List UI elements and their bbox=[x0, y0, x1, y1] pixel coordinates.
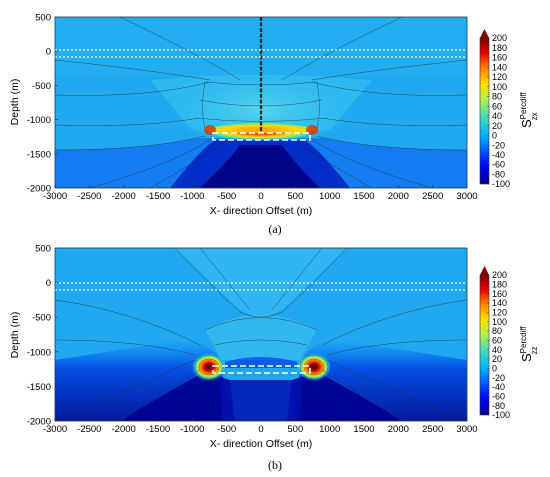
heatmap-a bbox=[55, 17, 467, 188]
y-tick-label-a: -1000 bbox=[27, 115, 51, 126]
panel-label-b: (b) bbox=[268, 458, 282, 472]
y-tick-label-a: 0 bbox=[46, 47, 51, 58]
colorbar-a bbox=[479, 37, 490, 185]
colorbar-tick-label-b: -40 bbox=[492, 382, 505, 392]
colorbar-a-ticks: 200180160140120100806040200-20-40-60-80-… bbox=[487, 33, 510, 189]
colorbar-tick-label-b: 200 bbox=[492, 270, 507, 280]
x-tick-label-b: -1000 bbox=[180, 424, 204, 435]
colorbar-tick-label-b: 20 bbox=[492, 354, 502, 364]
colorbar-tick-label-b: -20 bbox=[492, 373, 505, 383]
x-tick-label-a: -1500 bbox=[146, 191, 170, 202]
colorbar-tick-label-b: 0 bbox=[492, 364, 497, 374]
x-tick-label-a: -500 bbox=[217, 191, 236, 202]
colorbar-tick-label-b: 80 bbox=[492, 326, 502, 336]
colorbar-tick-label-a: -20 bbox=[492, 140, 505, 150]
x-tick-label-a: 2500 bbox=[422, 191, 443, 202]
y-tick-label-a: 500 bbox=[35, 13, 51, 24]
colorbar-b-ticks: 200180160140120100806040200-20-40-60-80-… bbox=[487, 270, 510, 420]
x-tick-label-b: 1000 bbox=[319, 424, 340, 435]
y-tick-label-b: -2000 bbox=[27, 417, 51, 428]
panel-a: -3000 -2500 -2000 -1500 -1000 -500 0 500 1000 150… bbox=[9, 13, 539, 237]
x-tick-label-b: 3000 bbox=[456, 424, 477, 435]
x-tick-label-a: 1000 bbox=[319, 191, 340, 202]
x-tick-label-b: -500 bbox=[217, 424, 236, 435]
y-tick-label-b: 500 bbox=[35, 244, 51, 255]
y-tick-label-a: -1500 bbox=[27, 149, 51, 160]
y-axis-label-b: Depth (m) bbox=[9, 312, 21, 359]
colorbar-tick-label-a: 40 bbox=[492, 111, 502, 121]
colorbar-tick-label-a: 140 bbox=[492, 62, 507, 72]
colorbar-a-top-arrow bbox=[480, 29, 489, 38]
colorbar-tick-label-b: 40 bbox=[492, 345, 502, 355]
colorbar-tick-label-b: -100 bbox=[492, 410, 510, 420]
x-tick-label-b: -3000 bbox=[43, 424, 67, 435]
y-tick-label-b: -500 bbox=[32, 313, 51, 324]
x-tick-label-b: 0 bbox=[258, 424, 263, 435]
colorbar-tick-label-b: -80 bbox=[492, 401, 505, 411]
x-tick-label-b: 500 bbox=[287, 424, 303, 435]
x-tick-label-a: -3000 bbox=[43, 191, 67, 202]
y-tick-label-b: -1000 bbox=[27, 347, 51, 358]
colorbar-tick-label-a: 180 bbox=[492, 43, 507, 53]
colorbar-tick-label-a: 60 bbox=[492, 101, 502, 111]
y-tick-label-b: 0 bbox=[46, 278, 51, 289]
x-axis-label-b: X- direction Offset (m) bbox=[210, 438, 313, 450]
panel-label-a: (a) bbox=[268, 222, 281, 236]
colorbar-tick-label-b: 100 bbox=[492, 317, 507, 327]
colorbar-tick-label-a: -100 bbox=[492, 179, 510, 189]
x-tick-label-b: 2500 bbox=[422, 424, 443, 435]
x-tick-label-b: 1500 bbox=[353, 424, 374, 435]
colorbar-tick-label-a: -80 bbox=[492, 169, 505, 179]
colorbar-tick-label-a: -40 bbox=[492, 150, 505, 160]
x-axis-label-a: X- direction Offset (m) bbox=[210, 205, 313, 217]
x-tick-label-b: -1500 bbox=[146, 424, 170, 435]
x-tick-label-a: 3000 bbox=[456, 191, 477, 202]
x-tick-label-a: -2000 bbox=[112, 191, 136, 202]
colorbar-tick-label-b: -60 bbox=[492, 392, 505, 402]
heatmap-b bbox=[55, 248, 467, 421]
colorbar-tick-label-b: 120 bbox=[492, 308, 507, 318]
x-tick-label-a: 2000 bbox=[388, 191, 409, 202]
y-tick-label-b: -1500 bbox=[27, 382, 51, 393]
y-axis-label-a: Depth (m) bbox=[9, 79, 21, 126]
colorbar-tick-label-b: 140 bbox=[492, 298, 507, 308]
y-tick-label-a: -2000 bbox=[27, 184, 51, 195]
x-tick-label-a: 0 bbox=[258, 191, 263, 202]
colorbar-tick-label-a: 0 bbox=[492, 131, 497, 141]
colorbar-tick-label-a: -60 bbox=[492, 160, 505, 170]
colorbar-a-label: SPercdiff zx bbox=[519, 92, 539, 128]
y-tick-label-a: -500 bbox=[32, 81, 51, 92]
x-tick-label-a: 500 bbox=[287, 191, 303, 202]
colorbar-tick-label-b: 180 bbox=[492, 280, 507, 290]
axes-b: -3000 -2500 -2000 -1500 -1000 -500 0 500 1000 150… bbox=[27, 244, 478, 436]
colorbar-tick-label-a: 80 bbox=[492, 92, 502, 102]
colorbar-tick-label-b: 60 bbox=[492, 336, 502, 346]
colorbar-b-top-arrow bbox=[480, 266, 489, 275]
colorbar-tick-label-a: 100 bbox=[492, 82, 507, 92]
x-tick-label-a: 1500 bbox=[353, 191, 374, 202]
colorbar-tick-label-a: 20 bbox=[492, 121, 502, 131]
x-tick-label-b: 2000 bbox=[388, 424, 409, 435]
axes-a: -3000 -2500 -2000 -1500 -1000 -500 0 500 1000 150… bbox=[27, 13, 478, 203]
colorbar-tick-label-b: 160 bbox=[492, 289, 507, 299]
x-tick-label-b: -2000 bbox=[112, 424, 136, 435]
panel-b: -3000 -2500 -2000 -1500 -1000 -500 0 500 1000 150… bbox=[9, 244, 539, 473]
colorbar-tick-label-a: 120 bbox=[492, 72, 507, 82]
colorbar-b-label: SPercdiff zz bbox=[519, 326, 539, 362]
x-tick-label-a: -1000 bbox=[180, 191, 204, 202]
colorbar-b bbox=[479, 274, 490, 416]
colorbar-tick-label-a: 200 bbox=[492, 33, 507, 43]
x-tick-label-a: -2500 bbox=[77, 191, 101, 202]
x-tick-label-b: -2500 bbox=[77, 424, 101, 435]
colorbar-tick-label-a: 160 bbox=[492, 53, 507, 63]
